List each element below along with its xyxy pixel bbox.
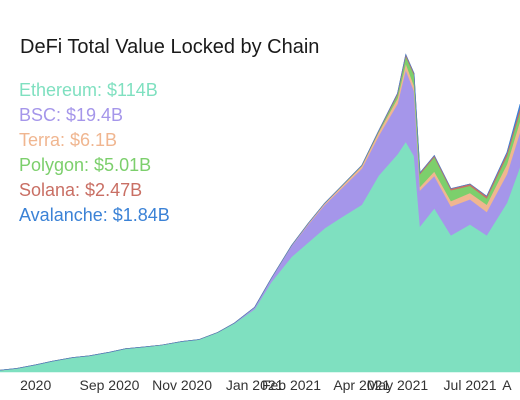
legend-item-avalanche: Avalanche: $1.84B xyxy=(19,205,170,225)
x-tick-label: May 2021 xyxy=(367,377,429,393)
legend-item-polygon: Polygon: $5.01B xyxy=(19,155,152,175)
stacked-areas xyxy=(0,53,520,373)
legend-item-ethereum: Ethereum: $114B xyxy=(19,80,158,100)
chart-title: DeFi Total Value Locked by Chain xyxy=(20,36,320,58)
x-tick-label: Feb 2021 xyxy=(262,377,321,393)
chart-legend: Ethereum: $114B BSC: $19.4B Terra: $6.1B… xyxy=(19,78,170,228)
x-tick-label: Nov 2020 xyxy=(152,377,212,393)
x-tick-label: Apr 2021 xyxy=(333,377,390,393)
x-tick-label: Sep 2020 xyxy=(79,377,139,393)
x-tick-label: 2020 xyxy=(20,377,51,393)
legend-item-bsc: BSC: $19.4B xyxy=(19,105,124,125)
legend-item-solana: Solana: $2.47B xyxy=(19,180,143,200)
x-tick-label: Jan 2021 xyxy=(226,377,284,393)
legend-item-terra: Terra: $6.1B xyxy=(19,130,118,150)
area-avalanche xyxy=(0,53,520,371)
x-tick-label: A xyxy=(502,377,512,393)
x-tick-label: Jul 2021 xyxy=(444,377,497,393)
